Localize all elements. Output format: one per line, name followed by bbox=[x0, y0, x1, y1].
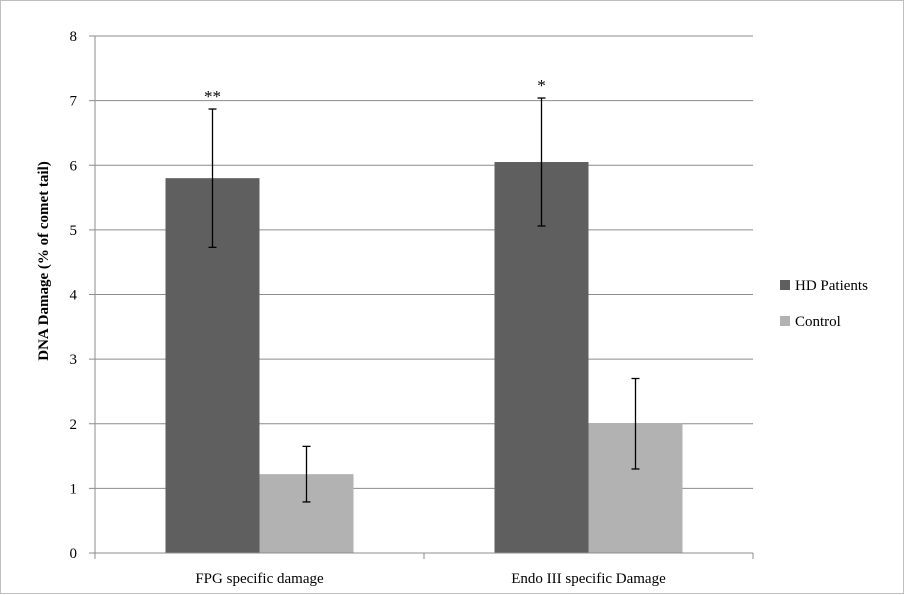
y-tick-label: 0 bbox=[70, 546, 78, 562]
y-tick-label: 4 bbox=[70, 288, 78, 304]
x-tick-label: Endo III specific Damage bbox=[511, 571, 666, 587]
y-tick-label: 7 bbox=[70, 94, 78, 110]
y-tick-label: 6 bbox=[70, 158, 78, 174]
bar bbox=[494, 162, 589, 554]
bars bbox=[165, 162, 683, 554]
y-tick-label: 2 bbox=[70, 417, 78, 433]
y-tick-label: 1 bbox=[70, 481, 78, 497]
y-tick-label: 5 bbox=[70, 223, 78, 239]
y-tick-label: 3 bbox=[70, 352, 78, 368]
legend: HD Patients Control bbox=[780, 278, 868, 330]
significance-annotation: * bbox=[537, 76, 546, 95]
axes: 0 1 2 3 4 5 6 7 8 FPG specific damage Endo III spe… bbox=[70, 29, 754, 587]
y-axis-label: DNA Damage (% of comet tail) bbox=[36, 161, 52, 361]
x-tick-label: FPG specific damage bbox=[195, 571, 324, 587]
y-tick-label: 8 bbox=[70, 29, 78, 45]
legend-label: Control bbox=[795, 314, 841, 330]
significance-annotation: ** bbox=[204, 87, 221, 106]
legend-swatch bbox=[780, 280, 790, 290]
legend-swatch bbox=[780, 316, 790, 326]
error-bars: *** bbox=[204, 76, 640, 503]
legend-label: HD Patients bbox=[795, 278, 868, 294]
